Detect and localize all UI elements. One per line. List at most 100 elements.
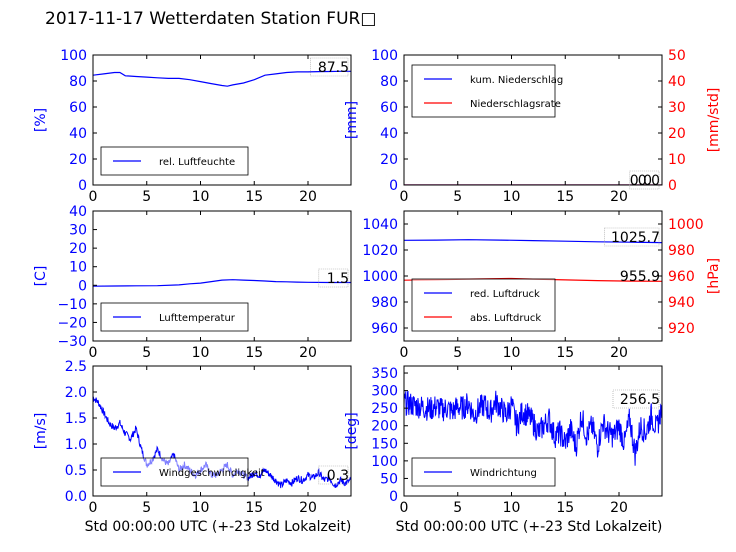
annotation-box: [318, 465, 349, 485]
subplot-5: 0 5 10 15 20 0.0 0.5 1.0 1.5 2.0 2.5 [m/s] Std 00:00…: [33, 359, 352, 535]
y-tick-label: 200: [371, 419, 398, 435]
value-annotation: 0.3: [327, 468, 349, 484]
plot-frame: [403, 365, 663, 497]
series-line-1: [404, 390, 662, 466]
annotation-box: [318, 268, 349, 288]
x-tick-label: 0: [89, 345, 98, 361]
x-tick-label: 20: [610, 500, 628, 516]
legend-box: [411, 278, 556, 332]
y-tick-label: 30: [69, 223, 87, 239]
legend-box: [411, 64, 556, 118]
annotation-box: [310, 57, 349, 77]
y2-axis-label: [hPa]: [706, 258, 722, 294]
y-tick-label: 0: [389, 489, 398, 505]
y2-tick-label: 40: [668, 74, 686, 90]
y2-tick-label: 1000: [668, 217, 704, 233]
legend-label: abs. Luftdruck: [470, 313, 541, 324]
x-tick-label: 10: [503, 500, 521, 516]
y2-tick-label: 10: [668, 152, 686, 168]
y-tick-label: 60: [380, 100, 398, 116]
value-annotation: 1.5: [327, 271, 349, 287]
x-tick-label: 0: [89, 500, 98, 516]
value-annotation: 0.0: [638, 173, 660, 189]
legend-box: [411, 457, 556, 487]
y2-tick-label: 940: [668, 295, 695, 311]
x-tick-label: 0: [400, 500, 409, 516]
y-tick-label: 100: [371, 48, 398, 64]
y-tick-label: 100: [371, 454, 398, 470]
y-axis-label: [mm]: [344, 101, 360, 139]
y-tick-label: 40: [69, 126, 87, 142]
y-tick-label: 0: [78, 178, 87, 194]
y-tick-label: 60: [69, 100, 87, 116]
y-tick-label: 1.0: [65, 437, 87, 453]
y2-tick-label: 30: [668, 100, 686, 116]
legend-label: Niederschlagsrate: [470, 99, 561, 110]
x-tick-label: 20: [299, 189, 317, 205]
y-tick-label: 0: [78, 278, 87, 294]
y-tick-label: 960: [371, 321, 398, 337]
y-tick-label: 1020: [362, 243, 398, 259]
x-tick-label: 15: [245, 500, 263, 516]
y-tick-label: 20: [380, 152, 398, 168]
y-tick-label: 10: [69, 260, 87, 276]
value-annotation: 1025.7: [611, 230, 660, 246]
x-tick-label: 15: [556, 345, 574, 361]
y-tick-label: 150: [371, 436, 398, 452]
y-tick-label: 250: [371, 401, 398, 417]
x-tick-label: 0: [400, 189, 409, 205]
y-tick-label: 50: [380, 471, 398, 487]
y-axis-label: [C]: [33, 266, 49, 287]
page-title: 2017-11-17 Wetterdaten Station FUR□: [45, 9, 377, 29]
y-tick-label: −30: [57, 334, 87, 350]
x-tick-label: 10: [503, 345, 521, 361]
x-tick-label: 15: [556, 500, 574, 516]
y-tick-label: 980: [371, 295, 398, 311]
y-tick-label: −10: [57, 297, 87, 313]
y2-tick-label: 0: [668, 178, 677, 194]
series-line-1: [93, 70, 351, 87]
x-tick-label: 10: [192, 345, 210, 361]
x-tick-label: 20: [610, 345, 628, 361]
x-tick-label: 15: [245, 345, 263, 361]
y-tick-label: 80: [380, 74, 398, 90]
x-tick-label: 0: [400, 345, 409, 361]
legend-label: rel. Luftfeuchte: [159, 157, 235, 168]
series-line-1: [93, 279, 351, 287]
y-axis-label: [deg]: [344, 412, 360, 449]
legend-label: Windgeschwindigkeit: [159, 468, 265, 479]
x-tick-label: 5: [453, 500, 462, 516]
x-tick-label: 10: [192, 189, 210, 205]
y-axis-label: [m/s]: [33, 413, 49, 450]
y-tick-label: 1000: [362, 269, 398, 285]
x-tick-label: 15: [245, 189, 263, 205]
x-tick-label: 5: [142, 189, 151, 205]
x-tick-label: 10: [192, 500, 210, 516]
x-tick-label: 20: [299, 345, 317, 361]
x-tick-label: 20: [610, 189, 628, 205]
y-tick-label: 1040: [362, 217, 398, 233]
x-axis-label: Std 00:00:00 UTC (+-23 Std Lokalzeit): [85, 519, 352, 535]
y-tick-label: 80: [69, 74, 87, 90]
y-tick-label: 40: [69, 204, 87, 220]
x-tick-label: 5: [453, 345, 462, 361]
y2-axis-label: [mm/std]: [706, 88, 722, 153]
x-axis-label: Std 00:00:00 UTC (+-23 Std Lokalzeit): [396, 519, 663, 535]
value-annotation-2: 0.0: [630, 173, 652, 189]
legend-label: Windrichtung: [470, 468, 537, 479]
x-tick-label: 15: [556, 189, 574, 205]
y-tick-label: 40: [380, 126, 398, 142]
y2-tick-label: 960: [668, 269, 695, 285]
x-tick-label: 0: [89, 189, 98, 205]
plot-frame: [403, 54, 663, 186]
y-tick-label: 0.0: [65, 489, 87, 505]
plot-frame: [92, 365, 352, 497]
x-tick-label: 20: [299, 500, 317, 516]
x-tick-label: 5: [142, 345, 151, 361]
legend-label: red. Luftdruck: [470, 289, 540, 300]
y-tick-label: 20: [69, 241, 87, 257]
annotation-box: [612, 389, 660, 409]
plot-frame: [92, 54, 352, 186]
